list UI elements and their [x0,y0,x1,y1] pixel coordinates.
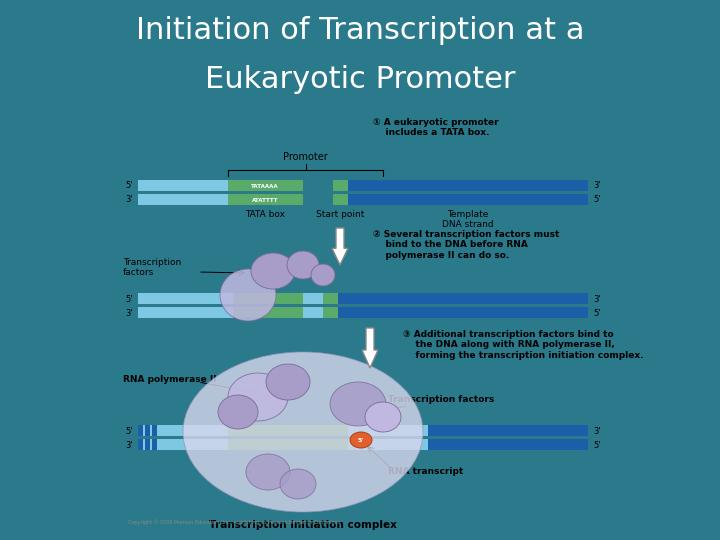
Bar [228,180,303,191]
Ellipse shape [350,432,372,448]
Text: 5': 5' [358,437,364,442]
Bar [333,194,348,205]
Bar [338,293,588,304]
Text: 3': 3' [593,294,600,303]
Bar [338,307,588,318]
Ellipse shape [266,364,310,400]
Bar [228,425,348,436]
Text: 3': 3' [125,195,133,205]
Bar [323,307,338,318]
Bar [138,425,143,436]
Text: 5': 5' [593,441,600,449]
Ellipse shape [365,402,401,432]
Text: Start point: Start point [316,210,364,219]
Text: Eukaryotic Promoter: Eukaryotic Promoter [204,65,516,94]
Bar [428,439,588,450]
Bar [233,307,303,318]
Bar [428,425,588,436]
Bar [233,293,303,304]
Polygon shape [362,328,378,368]
Bar [138,180,228,191]
Ellipse shape [220,269,276,321]
Text: 3': 3' [593,181,600,191]
Text: ① A eukaryotic promoter
    includes a TATA box.: ① A eukaryotic promoter includes a TATA … [373,118,499,137]
Ellipse shape [251,253,295,289]
Bar [138,439,198,450]
Text: 3': 3' [593,427,600,435]
Text: 3': 3' [125,308,133,318]
Text: DNA strand: DNA strand [442,220,494,229]
Ellipse shape [287,251,319,279]
Text: 3': 3' [125,441,133,449]
Text: Promoter: Promoter [283,152,328,162]
Ellipse shape [218,395,258,429]
Text: 5': 5' [125,181,133,191]
Ellipse shape [311,264,335,286]
Text: Template: Template [447,210,489,219]
Polygon shape [332,228,348,265]
Ellipse shape [280,469,316,499]
Bar [348,194,588,205]
Text: Transcription
factors: Transcription factors [123,258,181,278]
Bar [145,425,150,436]
Ellipse shape [228,373,288,421]
Text: Initiation of Transcription at a: Initiation of Transcription at a [136,16,584,45]
Bar [198,425,428,436]
Bar [138,307,338,318]
Bar [228,194,303,205]
Bar [323,293,338,304]
Bar [333,180,348,191]
Bar [198,439,428,450]
Text: Transcription initiation complex: Transcription initiation complex [209,520,397,530]
Text: Transcription factors: Transcription factors [388,395,494,404]
Text: TATA box: TATA box [245,210,285,219]
Text: 5': 5' [125,294,133,303]
Bar [138,194,228,205]
Ellipse shape [246,454,290,490]
Text: ATATTTT: ATATTTT [252,198,278,202]
Text: ② Several transcription factors must
    bind to the DNA before RNA
    polymera: ② Several transcription factors must bin… [373,230,559,260]
Bar [152,439,157,450]
Ellipse shape [330,382,386,426]
Bar [138,293,338,304]
Bar [138,425,198,436]
Ellipse shape [183,352,423,512]
Text: 5': 5' [593,195,600,205]
Text: TATAAAA: TATAAAA [251,184,279,188]
Bar [348,180,588,191]
Text: 5': 5' [125,427,133,435]
Bar [228,439,348,450]
Text: Copyright © 2008 Pearson Education, Inc., publishing as Pearson Benjamin Cumming: Copyright © 2008 Pearson Education, Inc.… [128,519,341,525]
Text: RNA transcript: RNA transcript [388,467,463,476]
Bar [152,425,157,436]
Text: 5': 5' [593,308,600,318]
Text: ③ Additional transcription factors bind to
    the DNA along with RNA polymerase: ③ Additional transcription factors bind … [403,330,644,360]
Text: RNA polymerase II: RNA polymerase II [123,375,217,384]
Bar [145,439,150,450]
Bar [138,439,143,450]
